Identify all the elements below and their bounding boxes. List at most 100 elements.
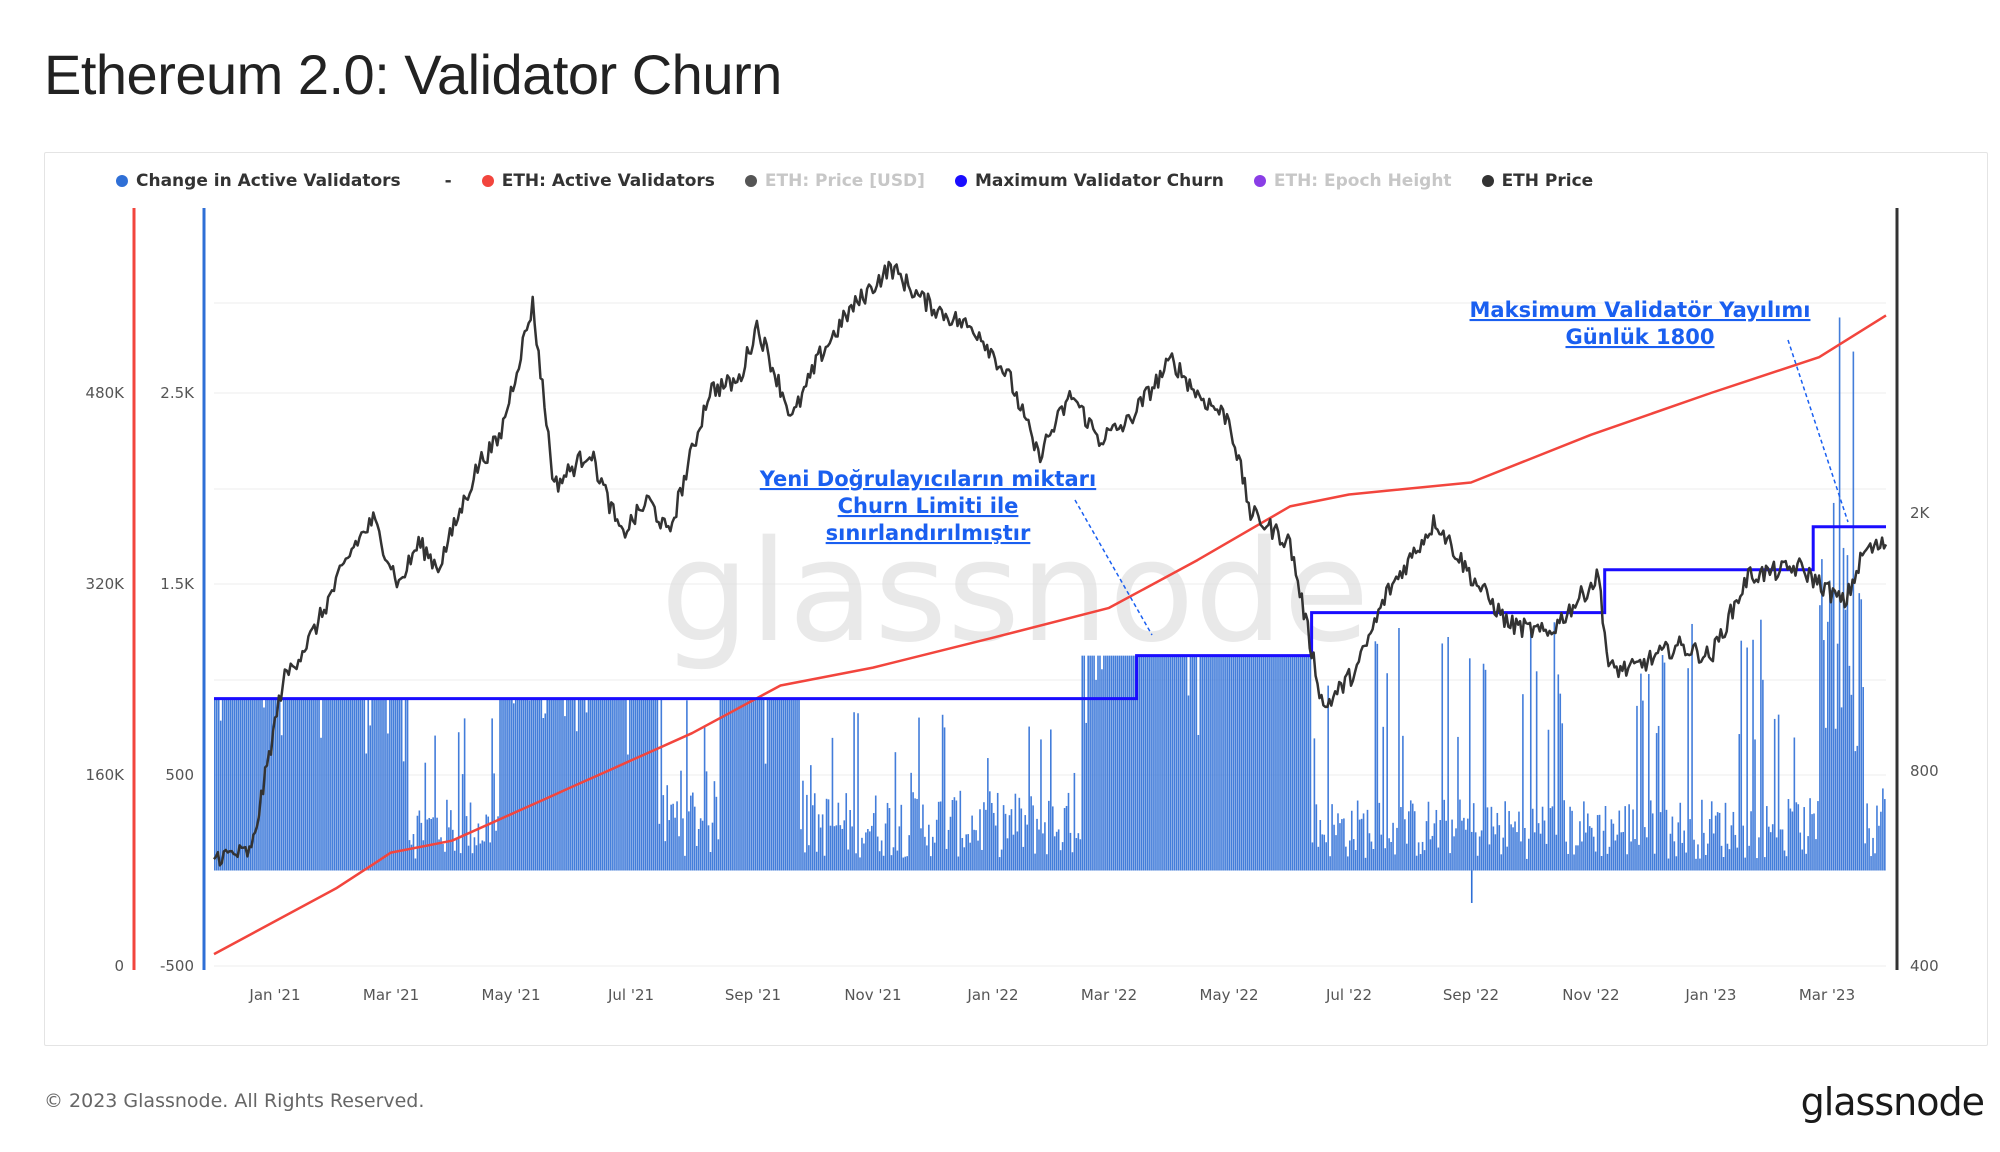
legend-item-eth-price[interactable]: ETH Price [1481,171,1593,191]
validator-change-bar [1557,674,1560,871]
validator-change-bar [790,698,792,871]
validator-change-bar [774,698,777,871]
annotation-pointer [1074,499,1153,636]
validator-change-bar [1274,655,1276,871]
validator-change-bar [1679,802,1682,871]
validator-change-bar [1604,806,1607,871]
validator-change-bar [1787,799,1790,871]
validator-change-bar [908,835,910,871]
validator-change-bar [660,699,663,871]
validator-change-bar [1034,853,1036,871]
validator-change-bar [1402,735,1404,871]
validator-change-bar [416,815,419,871]
validator-change-bar [1419,854,1422,871]
validator-change-bar [1714,815,1717,871]
validator-change-bar [851,826,853,871]
validator-change-bar [400,698,403,871]
legend-item-eth-price-usd[interactable]: ETH: Price [USD] [744,171,925,191]
validator-change-bar [1588,826,1591,871]
validator-change-bar [1364,857,1367,871]
validator-change-bar [1549,808,1552,871]
validator-change-bar [1232,655,1235,871]
validator-change-bar [1071,852,1074,871]
validator-change-bar [1203,655,1206,871]
validator-change-bar [1496,812,1499,871]
validator-change-bar [1512,827,1514,871]
validator-change-bar [1823,640,1825,871]
validator-change-bar [821,814,824,871]
validator-change-bar [1327,685,1329,871]
validator-change-bar [595,698,598,871]
validator-change-bar [1024,815,1027,871]
validator-change-bar [782,698,785,871]
validator-change-bar [1256,655,1259,871]
validator-change-bar [751,698,753,871]
validator-change-bar [361,698,364,871]
validator-change-bar [487,816,490,871]
validator-change-bar [1063,808,1066,871]
legend-item-change-in-active-validators[interactable]: Change in Active Validators [116,171,401,191]
legend-item-maximum-validator-churn[interactable]: Maximum Validator Churn [954,171,1224,191]
validator-change-bar [1569,806,1571,871]
validator-change-bar [457,732,460,871]
validator-change-bar [1767,826,1770,871]
validator-change-bar [756,698,759,871]
legend-item-epoch-height[interactable]: ETH: Epoch Height [1253,171,1452,191]
validator-change-bar [587,698,590,871]
validator-change-bar [1516,832,1518,871]
validator-change-bar [316,698,318,871]
legend-item-active-validators[interactable]: ETH: Active Validators [481,171,715,191]
validator-change-bar [1014,793,1017,871]
validator-change-bar [859,857,861,871]
validator-change-bar [1136,655,1139,871]
validator-change-bar [1764,857,1766,871]
validator-change-bar [739,698,741,871]
x-tick-label: Jan '22 [966,986,1018,1004]
validator-change-bar [1429,839,1432,871]
validator-change-bar [1705,854,1707,871]
validator-change-bar [672,803,674,871]
validator-change-bar [1169,655,1172,871]
validator-change-bar [640,698,643,871]
validator-change-bar [1087,655,1089,871]
validator-change-bar [1423,850,1426,871]
validator-change-bar [1293,655,1296,871]
validator-change-bar [1671,816,1674,871]
validator-change-bar [922,804,924,871]
validator-change-bar [967,834,969,871]
validator-change-bar [1431,835,1434,871]
validator-change-bar [1051,806,1054,871]
validator-change-bar [1213,655,1215,871]
validator-change-bar [507,698,509,871]
validator-change-bar [1514,821,1516,871]
chart-frame [44,152,1988,1046]
validator-change-bar [772,698,775,871]
validator-change-bar [1553,622,1556,871]
validator-change-bar [1484,669,1487,871]
validator-change-bar [257,698,259,871]
validator-change-bar [800,829,802,871]
validator-change-bar [491,718,493,871]
validator-change-bar [465,816,468,871]
validator-change-bar [1775,837,1778,871]
validator-change-bar [802,780,804,871]
validator-change-bar [1116,655,1119,871]
validator-change-bar [326,698,328,871]
validator-change-bar [1620,832,1623,871]
validator-change-bar [758,698,761,871]
validator-change-bar [1860,599,1863,871]
y-tick-change-in-validators: 2.5K [160,384,195,402]
validator-change-bar [869,831,871,871]
validator-change-bar [731,698,733,871]
validator-change-bar [499,698,501,871]
validator-change-bar [1352,839,1355,871]
validator-change-bar [526,698,529,871]
validator-change-bar [871,825,873,871]
validator-change-bar [1667,858,1670,871]
validator-change-bar [770,698,773,871]
validator-change-bar [1400,807,1402,871]
validator-change-bar [1575,845,1577,871]
validator-change-bar [1616,834,1619,871]
validator-change-bar [1219,655,1221,871]
validator-change-bar [310,698,312,871]
